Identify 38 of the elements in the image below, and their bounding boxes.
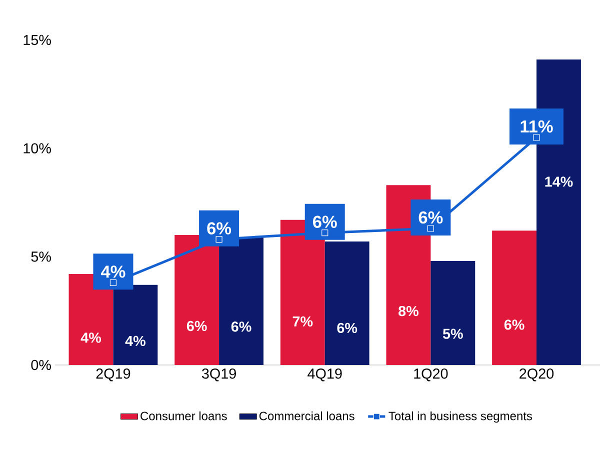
y-tick-label: 5%: [31, 252, 51, 262]
data-label: 6%: [418, 211, 443, 224]
bar: [174, 234, 220, 365]
data-label: 4%: [100, 266, 126, 278]
y-tick-label: 15%: [24, 34, 51, 46]
y-tick-label: 0%: [31, 360, 51, 370]
data-label: 8%: [398, 306, 418, 316]
legend-label: Consumer loans: [140, 411, 227, 420]
data-label: 6%: [337, 322, 358, 334]
data-label: 5%: [442, 328, 463, 339]
data-label: 6%: [207, 222, 232, 234]
point: [322, 230, 328, 236]
x-tick-label: 2Q19: [96, 368, 130, 382]
data-label: 6%: [186, 320, 207, 332]
y-tick-label: 10%: [24, 143, 51, 154]
bar: [113, 284, 158, 365]
data-label: 6%: [313, 216, 337, 228]
x-tick-label: 3Q19: [202, 368, 236, 382]
data-label: 4%: [125, 336, 146, 346]
point: [533, 134, 540, 141]
x-tick-label: 4Q19: [308, 368, 342, 382]
point: [216, 236, 222, 243]
data-label: 6%: [231, 322, 252, 332]
data-label: 14%: [545, 176, 573, 187]
legend-label: Commercial loans: [259, 411, 354, 420]
bar: [219, 237, 264, 365]
data-label: 7%: [292, 316, 313, 326]
x-tick-label: 2Q20: [520, 368, 554, 382]
bar: [430, 260, 476, 365]
point: [110, 279, 117, 286]
legend-label: Total in business segments: [388, 411, 532, 423]
data-label: 4%: [80, 332, 102, 343]
bar: [324, 241, 370, 365]
x-tick-label: 1Q20: [414, 368, 448, 382]
bar: [492, 230, 537, 365]
point: [427, 225, 434, 232]
data-label: 11%: [520, 120, 553, 133]
data-label: 6%: [504, 320, 524, 330]
